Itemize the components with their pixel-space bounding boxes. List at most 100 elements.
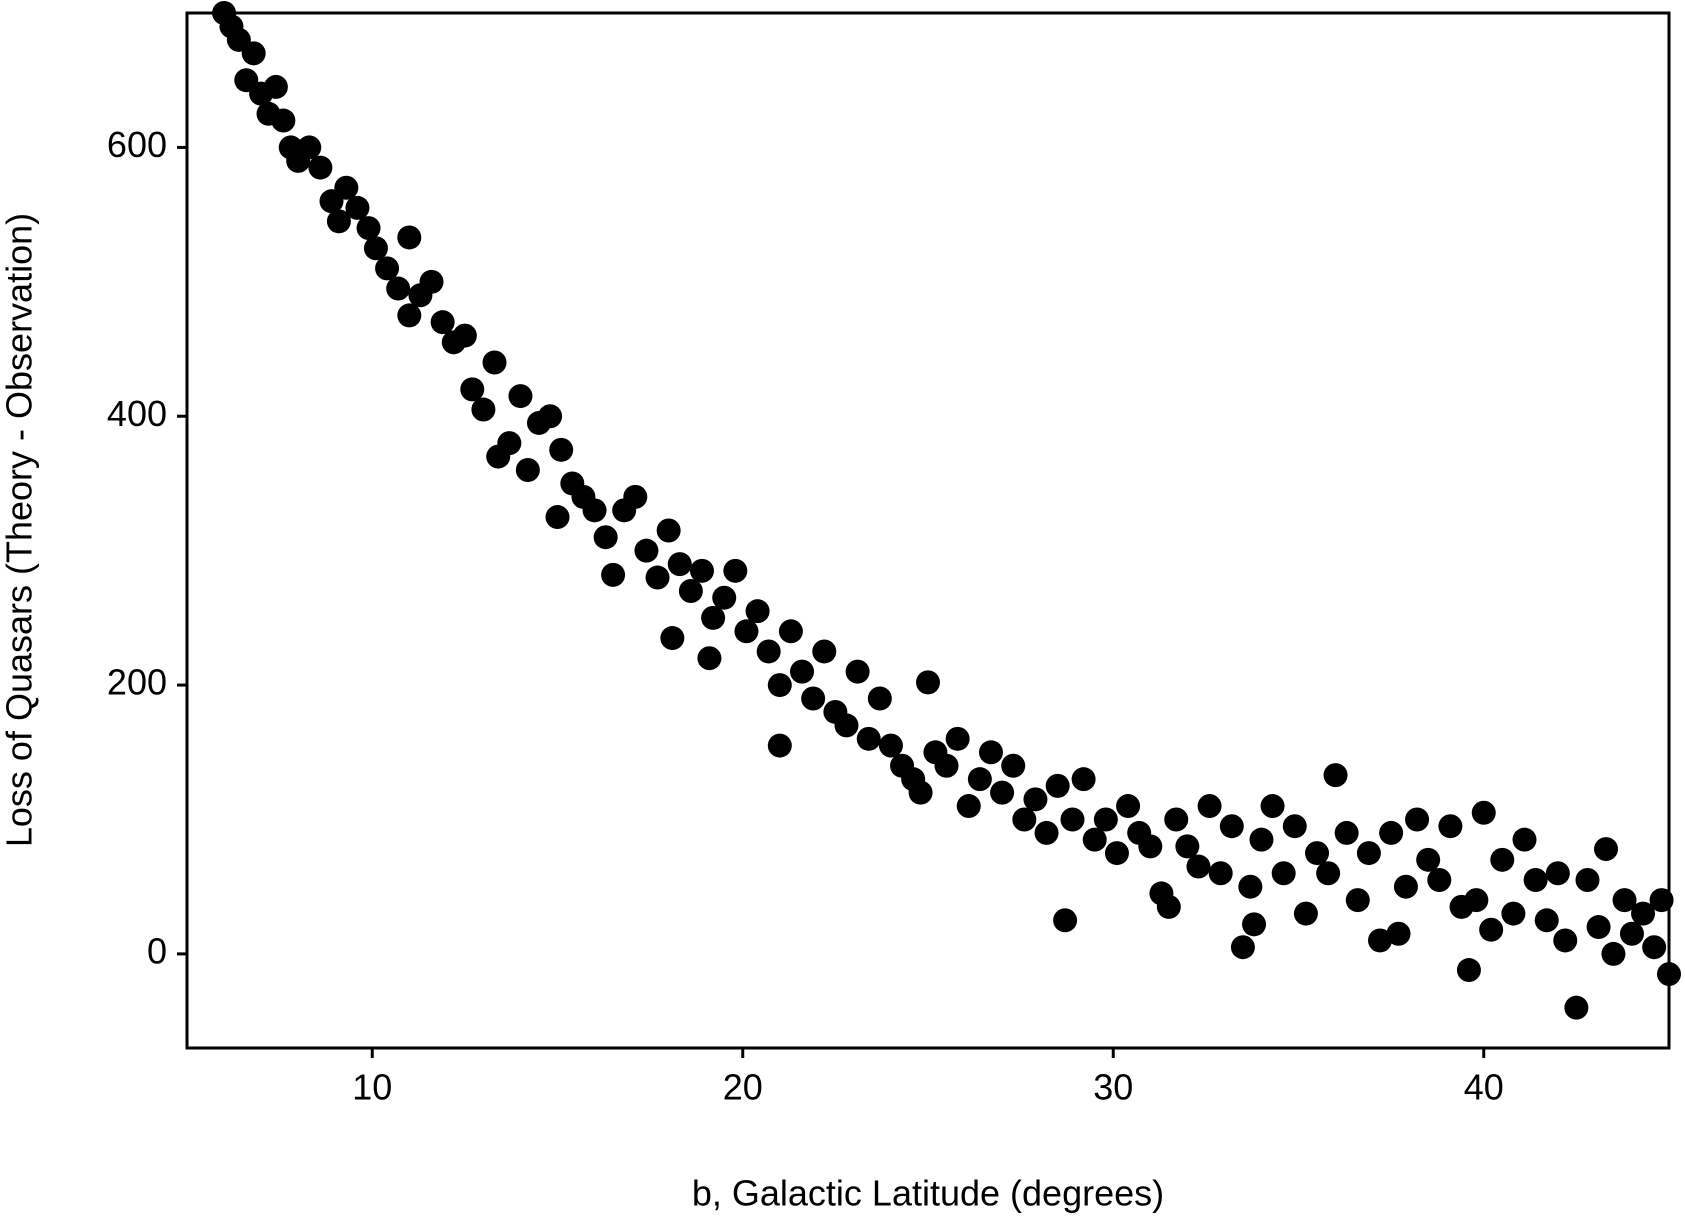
point — [967, 767, 992, 792]
x-tick-label: 30 — [1093, 1067, 1133, 1108]
point — [834, 713, 859, 738]
point — [1197, 794, 1222, 819]
point — [801, 686, 826, 711]
point — [1271, 861, 1296, 886]
point — [1586, 915, 1611, 940]
point — [1219, 814, 1244, 839]
point — [1649, 888, 1674, 913]
point — [1438, 814, 1463, 839]
point — [326, 209, 351, 234]
point — [1642, 935, 1667, 960]
point — [1594, 837, 1619, 862]
point — [1238, 874, 1263, 899]
point — [1534, 908, 1559, 933]
point — [723, 558, 748, 583]
point — [1427, 867, 1452, 892]
point — [1612, 888, 1637, 913]
point — [508, 384, 533, 409]
point — [1282, 814, 1307, 839]
point — [545, 505, 570, 530]
point — [363, 236, 388, 261]
point — [1368, 928, 1393, 953]
point — [908, 780, 933, 805]
point — [549, 437, 574, 462]
point — [1186, 854, 1211, 879]
x-tick-label: 10 — [352, 1067, 392, 1108]
point — [308, 155, 333, 180]
point — [593, 525, 618, 550]
point — [678, 578, 703, 603]
point — [452, 323, 477, 348]
point — [945, 726, 970, 751]
point — [1093, 807, 1118, 832]
point — [1023, 787, 1048, 812]
point — [1104, 841, 1129, 866]
point — [812, 639, 837, 664]
point — [271, 108, 296, 133]
point — [334, 175, 359, 200]
point — [1242, 912, 1267, 937]
point — [1175, 834, 1200, 859]
point — [1619, 921, 1644, 946]
point — [790, 659, 815, 684]
point — [645, 565, 670, 590]
y-tick-label: 600 — [107, 124, 167, 165]
point — [1293, 901, 1318, 926]
point — [1060, 807, 1085, 832]
point — [978, 740, 1003, 765]
point — [712, 585, 737, 610]
point — [1260, 794, 1285, 819]
point — [634, 538, 659, 563]
x-axis-label: b, Galactic Latitude (degrees) — [692, 1173, 1164, 1214]
point — [990, 780, 1015, 805]
point — [1657, 962, 1681, 987]
point — [1501, 901, 1526, 926]
point — [1393, 874, 1418, 899]
point — [460, 377, 485, 402]
point — [263, 74, 288, 99]
point — [1323, 763, 1348, 788]
point — [1316, 861, 1341, 886]
point — [1490, 847, 1515, 872]
point — [386, 276, 411, 301]
point — [1230, 935, 1255, 960]
point — [1575, 867, 1600, 892]
point — [1156, 894, 1181, 919]
point — [601, 562, 626, 587]
point — [1249, 827, 1274, 852]
point — [497, 431, 522, 456]
point — [767, 673, 792, 698]
point — [1479, 917, 1504, 942]
point — [1045, 773, 1070, 798]
y-tick-label: 400 — [107, 393, 167, 434]
point — [845, 659, 870, 684]
point — [1386, 921, 1411, 946]
point — [297, 135, 322, 160]
point — [756, 639, 781, 664]
point — [1356, 841, 1381, 866]
point — [667, 552, 692, 577]
point — [856, 726, 881, 751]
point — [878, 733, 903, 758]
point — [1334, 820, 1359, 845]
point — [767, 733, 792, 758]
point — [375, 256, 400, 281]
y-tick-label: 200 — [107, 662, 167, 703]
point — [1631, 901, 1656, 926]
point — [660, 626, 685, 651]
point — [697, 646, 722, 671]
point — [867, 686, 892, 711]
point — [701, 605, 726, 630]
point — [356, 216, 381, 241]
point — [1553, 928, 1578, 953]
point — [1545, 861, 1570, 886]
x-tick-label: 40 — [1464, 1067, 1504, 1108]
point — [956, 794, 981, 819]
point — [934, 753, 959, 778]
point — [1523, 867, 1548, 892]
point — [1464, 888, 1489, 913]
point — [916, 670, 940, 695]
point — [430, 310, 455, 335]
point — [1405, 807, 1430, 832]
